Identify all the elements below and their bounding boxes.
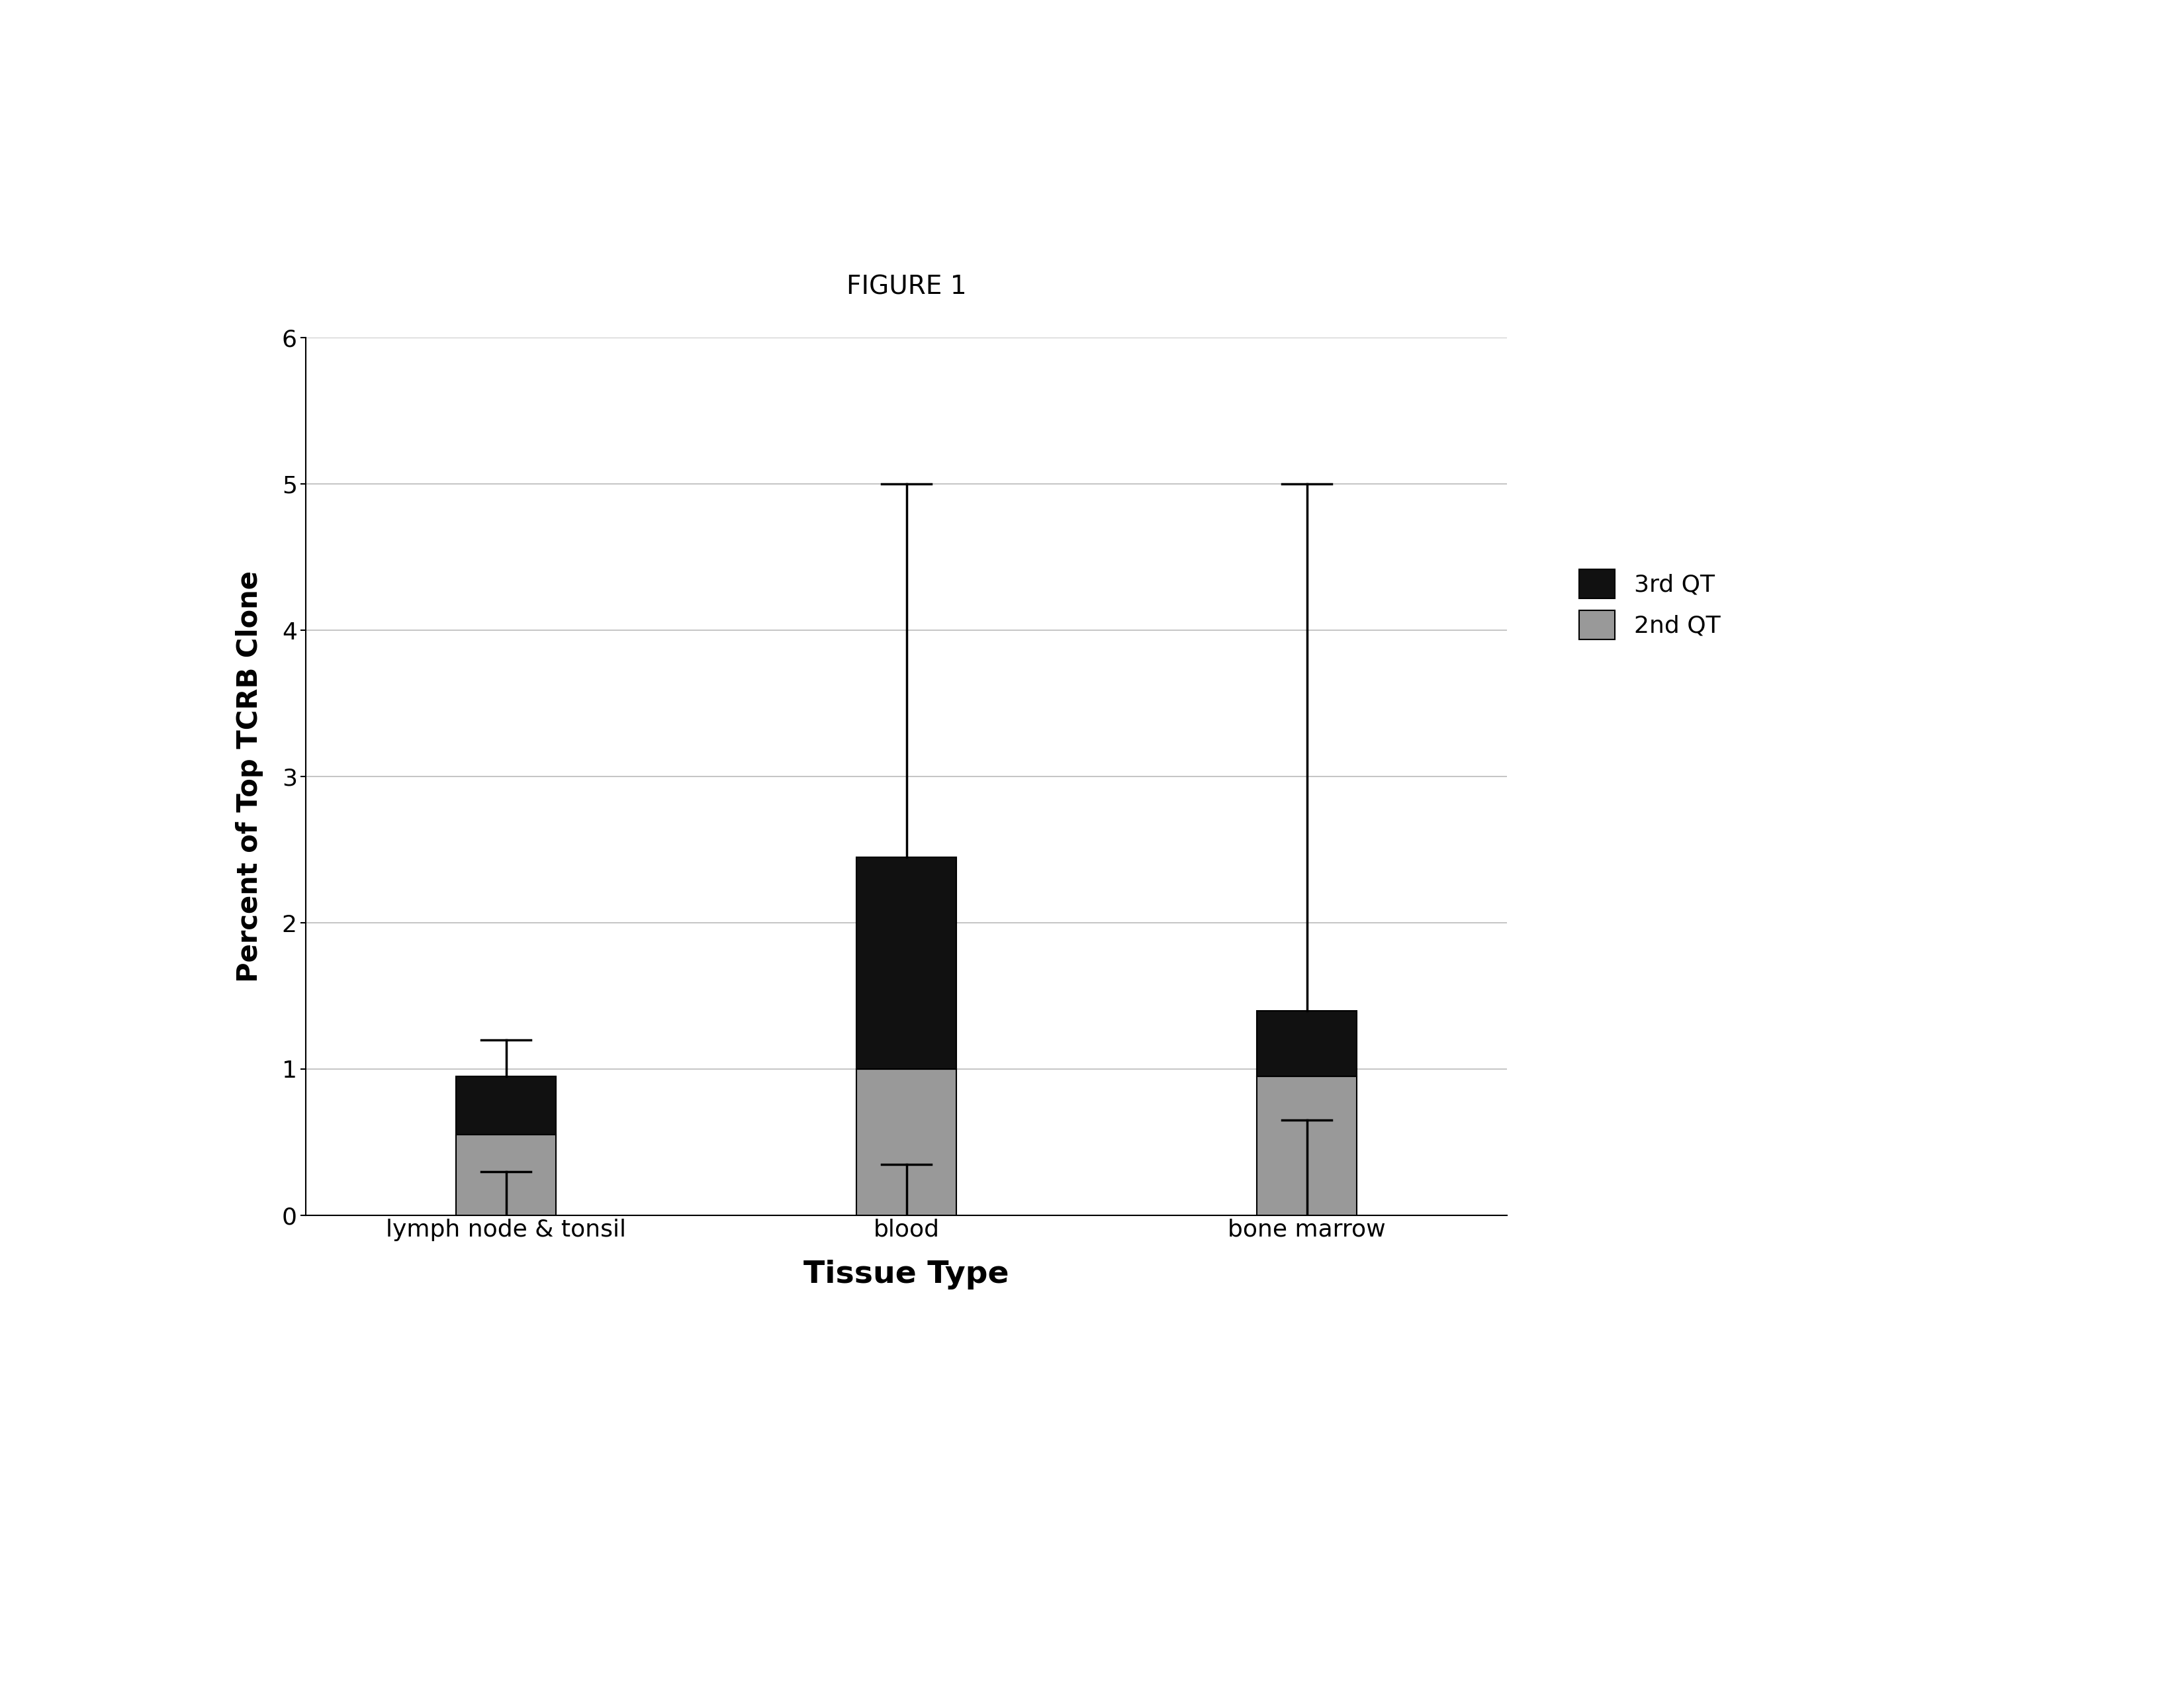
Bar [856, 858, 957, 1069]
X-axis label: Tissue Type: Tissue Type [804, 1259, 1009, 1290]
Bar [456, 1134, 557, 1215]
Bar [1256, 1011, 1356, 1077]
Bar [1256, 1077, 1356, 1215]
Text: FIGURE 1: FIGURE 1 [845, 275, 968, 299]
Bar [456, 1077, 557, 1134]
Legend: 3rd QT, 2nd QT: 3rd QT, 2nd QT [1579, 569, 1721, 640]
Bar [856, 1069, 957, 1215]
Y-axis label: Percent of Top TCRB Clone: Percent of Top TCRB Clone [236, 571, 264, 982]
